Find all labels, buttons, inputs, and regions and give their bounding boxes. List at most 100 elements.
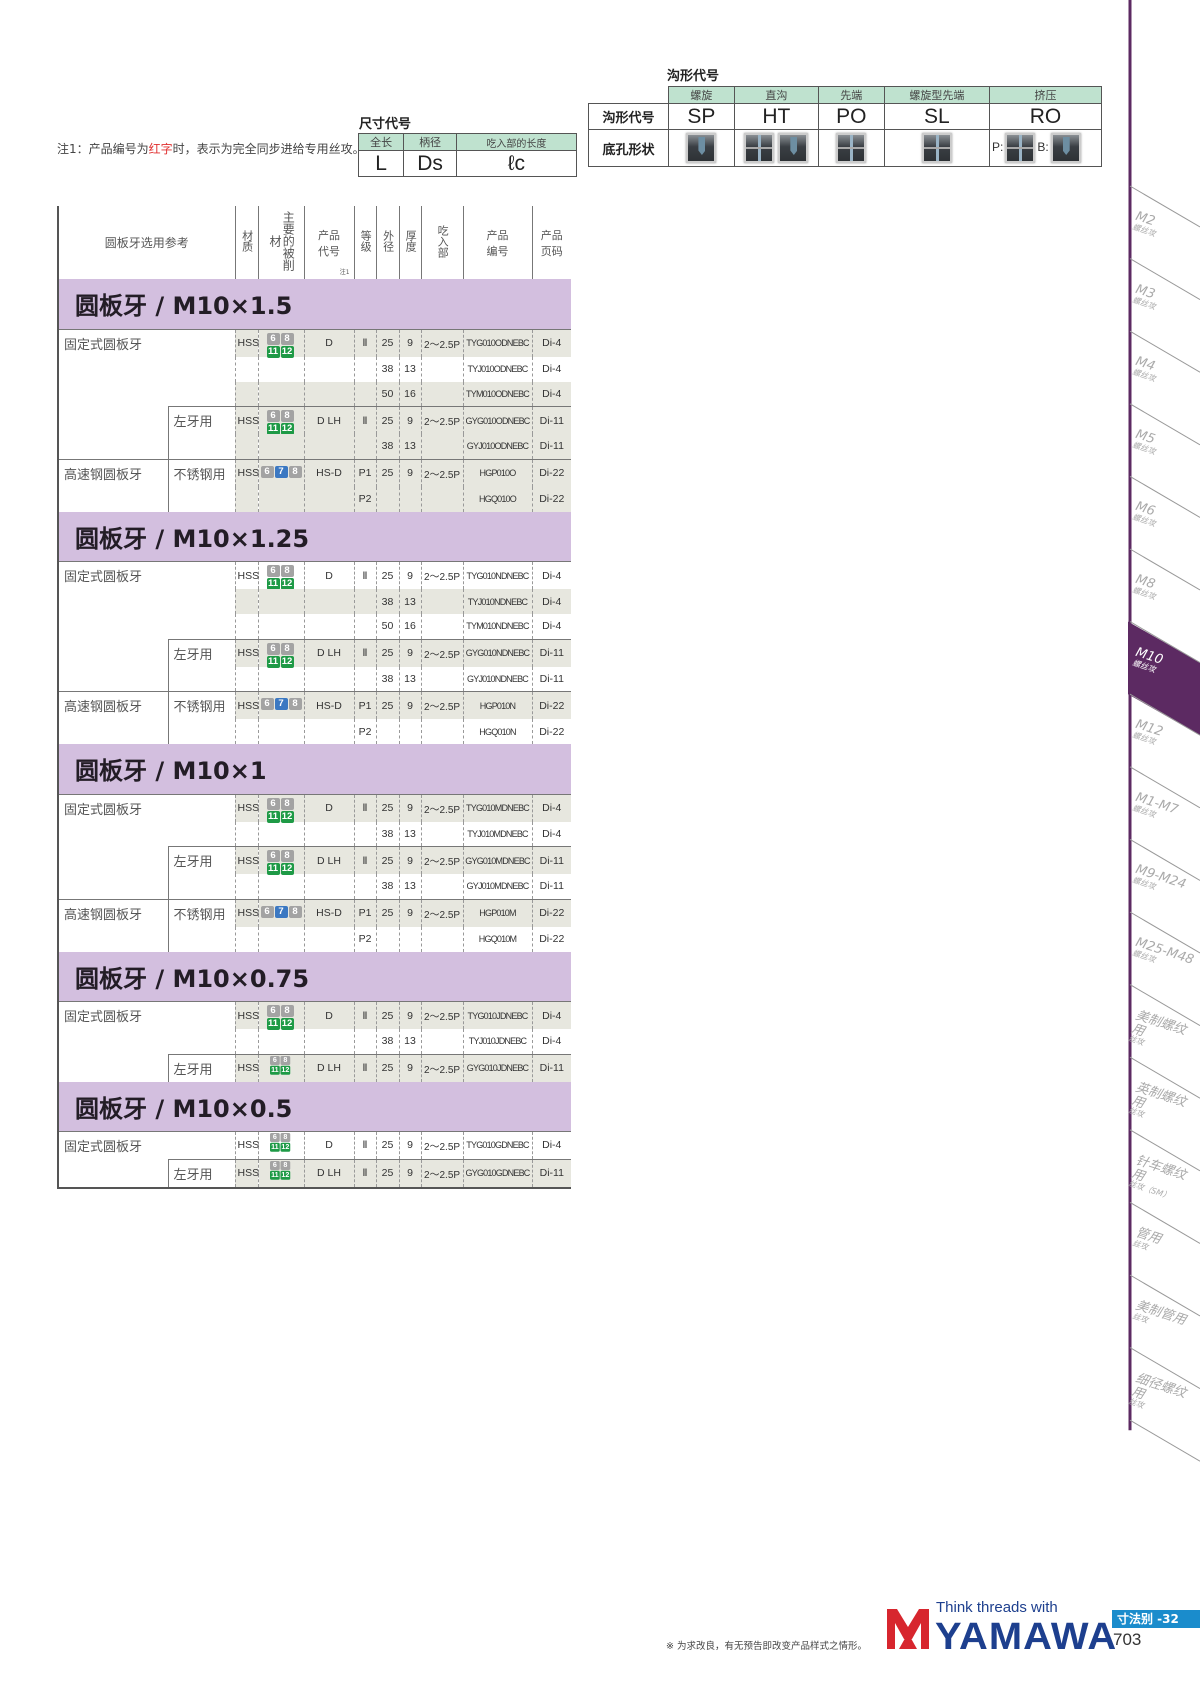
part-no-cell: HGQ010O (462, 486, 533, 512)
header-material: 材质 (234, 206, 259, 279)
workpiece-badge: 8 (288, 465, 302, 478)
part-no-cell: GYG010NDNEBC (462, 638, 533, 667)
die-type-cell: 固定式圆板牙 (58, 1001, 168, 1029)
workpiece-cell: 6 8 11 12 (257, 406, 305, 435)
die-subtype-cell: 左牙用 (167, 638, 236, 667)
workpiece-badge: 11 (266, 345, 280, 358)
outer-dia-cell: 25 (375, 561, 400, 589)
tab-divider (1129, 1347, 1200, 1390)
through-hole-icon (921, 133, 952, 163)
grade-cell: P1 (353, 898, 377, 927)
material-cell: HSS (234, 1158, 259, 1188)
part-no-cell: HGQ010M (462, 926, 533, 952)
header-part-no: 产品编号 (462, 206, 533, 279)
thickness-cell: 13 (398, 589, 422, 614)
thickness-cell: 13 (398, 1029, 422, 1054)
part-no-cell: TYG010MDNEBC (462, 793, 533, 822)
through-hole-icon (744, 133, 775, 163)
table-row: 38 13 TYJ010MDNEBC Di-4 (58, 821, 572, 847)
outer-dia-cell: 25 (375, 691, 400, 719)
thickness-cell: 9 (398, 561, 422, 589)
workpiece-badges: 6 8 11 12 (266, 797, 297, 823)
through-hole-icon (836, 133, 867, 163)
dim-code: L (357, 150, 405, 177)
section-header: 圆板牙 / M10×0.75 (58, 951, 572, 1002)
outer-dia-cell: 25 (375, 1158, 400, 1188)
hole-shape-sl (883, 129, 991, 167)
table-row: 38 13 GYJ010MDNEBC Di-11 (58, 874, 572, 899)
outer-dia-cell: 38 (375, 589, 400, 614)
material-cell: HSS (234, 561, 259, 589)
product-code-cell (303, 874, 355, 899)
flute-codes-title: 沟形代号 (667, 69, 720, 84)
die-subtype: 不锈钢用 (173, 907, 226, 923)
die-type-cell (58, 667, 168, 692)
page-ref-cell: Di-4 (531, 1029, 572, 1054)
outer-dia-cell: 25 (375, 406, 400, 434)
table-row: 固定式圆板牙 HSS 6 8 11 12 D Ⅱ 25 9 2～2.5P TYG010ODNEBC Di… (58, 328, 572, 358)
workpiece-badge: 8 (280, 850, 294, 862)
part-no-cell: GYG010MDNEBC (462, 846, 533, 874)
die-subtype: 左牙用 (173, 415, 213, 430)
grade-cell: Ⅱ (353, 561, 377, 589)
workpiece-badges: 6 8 11 12 (269, 1133, 293, 1152)
chamfer-cell: 2～2.5P (420, 793, 464, 822)
thickness-cell: 9 (398, 406, 422, 434)
table-row: 38 13 GYJ010NDNEBC Di-11 (58, 666, 572, 692)
die-subtype-cell (167, 719, 236, 744)
workpiece-cell (257, 874, 305, 899)
workpiece-cell (257, 381, 305, 407)
outer-dia-cell: 50 (375, 381, 400, 407)
workpiece-badge: 12 (280, 863, 294, 875)
die-type-cell (58, 847, 168, 875)
product-code-cell: HS-D (303, 458, 355, 487)
workpiece-badge: 11 (269, 1170, 280, 1180)
workpiece-cell: 6 8 11 12 (257, 793, 305, 823)
tab-divider (1129, 258, 1200, 301)
table-row: 左牙用 HSS 6 8 11 12 D LH Ⅱ 25 9 2～2.5P GYG010MDNEBC Di… (58, 846, 572, 875)
grade-cell (353, 1029, 377, 1054)
outer-dia-cell: 38 (375, 821, 400, 847)
outer-dia-cell: 25 (375, 793, 400, 822)
material-cell: HSS (234, 1001, 259, 1029)
tab-divider (1129, 911, 1200, 954)
table-row: 38 13 GYJ010ODNEBC Di-11 (58, 434, 572, 459)
table-row: 50 16 TYM010NDNEBC Di-4 (58, 614, 572, 639)
thickness-cell: 9 (398, 1001, 422, 1029)
die-subtype-cell (168, 1029, 235, 1054)
workpiece-badge: 12 (280, 655, 294, 668)
header-chamfer: 吃入部 (420, 206, 464, 279)
page-ref-cell: Di-4 (531, 614, 572, 639)
die-type-cell: 高速钢圆板牙 (58, 458, 168, 487)
die-subtype-cell (167, 874, 236, 899)
chamfer-cell (420, 1029, 464, 1054)
chamfer-cell (420, 666, 464, 692)
workpiece-badge: 8 (280, 1055, 290, 1065)
tab-divider (1129, 475, 1200, 518)
chamfer-cell: 2～2.5P (420, 846, 464, 874)
section-title: 圆板牙 / M10×0.75 (58, 951, 572, 1002)
outer-dia-cell: 38 (375, 874, 400, 899)
table-row: 高速钢圆板牙 不锈钢用 HSS 6 7 8 HS-D P1 25 9 2～2.5P HGP010N Di… (58, 691, 572, 719)
die-type: 高速钢圆板牙 (64, 700, 143, 715)
workpiece-badge: 7 (274, 465, 288, 478)
chamfer-cell (420, 434, 464, 459)
note-text: 注1：产品编号为 (57, 142, 149, 156)
die-type-cell (58, 822, 168, 847)
die-type-cell: 固定式圆板牙 (58, 561, 168, 589)
thickness-cell: 13 (398, 356, 422, 382)
section-header: 圆板牙 / M10×1.5 (58, 279, 572, 329)
product-code-cell (303, 1029, 355, 1054)
grade-cell: Ⅱ (353, 1001, 377, 1029)
workpiece-badges: 6 8 11 12 (266, 642, 297, 668)
page-ref-cell: Di-4 (531, 821, 572, 847)
die-subtype-cell (167, 434, 236, 459)
chamfer-cell: 2～2.5P (420, 561, 464, 589)
workpiece-cell (257, 434, 305, 459)
outer-dia-cell: 25 (375, 1001, 400, 1029)
header-outer-dia: 外径 (375, 206, 400, 279)
workpiece-cell (257, 719, 305, 744)
chamfer-cell (420, 381, 464, 407)
die-subtype-cell: 左牙用 (167, 406, 236, 434)
